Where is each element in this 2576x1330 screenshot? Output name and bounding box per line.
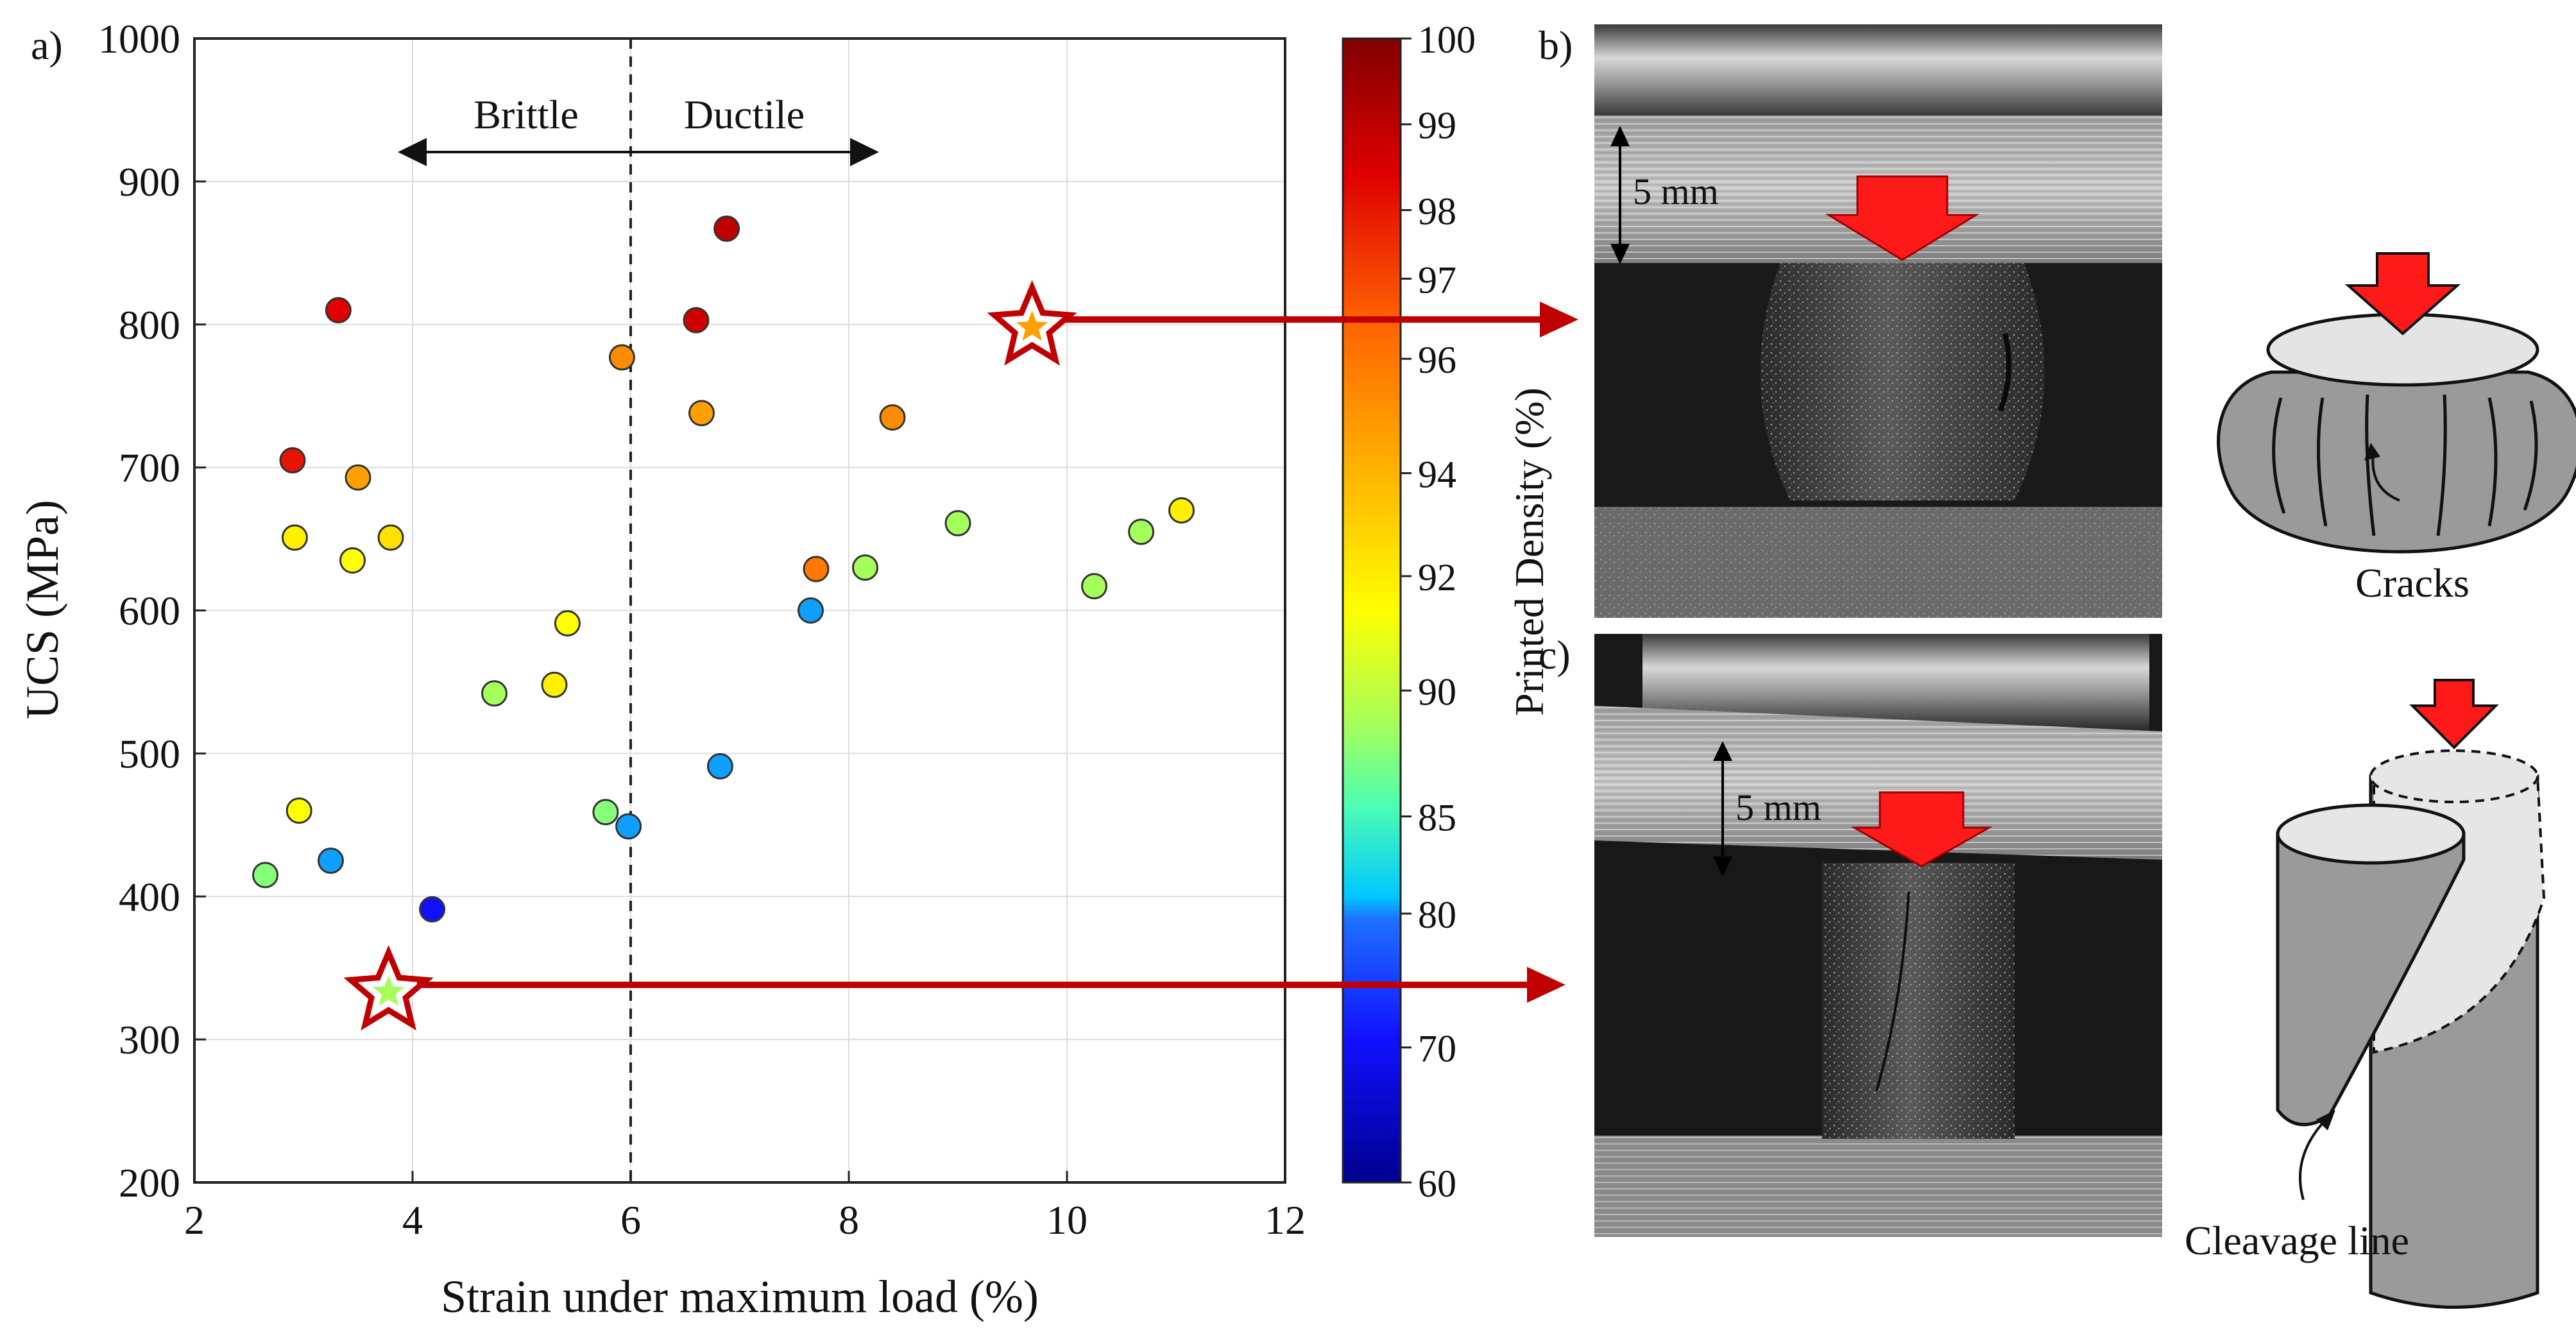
colorbar-tick-label: 97 (1418, 259, 1456, 301)
panel-label-c: c) (1539, 632, 1571, 678)
schematic-arrow-b (2344, 252, 2461, 336)
y-tick-label: 800 (119, 302, 180, 348)
data-point (279, 447, 306, 473)
barrel-body (2217, 370, 2576, 554)
x-tick-label: 10 (1046, 1197, 1088, 1243)
data-point (1081, 573, 1107, 600)
data-point (798, 597, 824, 624)
data-point (879, 404, 906, 431)
colorbar-tick-label: 100 (1418, 19, 1476, 61)
highlight-star-core (1016, 311, 1048, 341)
panel-label-a: a) (31, 22, 63, 68)
scale-label-c: 5 mm (1736, 787, 1821, 828)
data-point (339, 547, 366, 574)
x-tick-label: 8 (839, 1197, 859, 1243)
x-tick-label: 6 (620, 1197, 641, 1243)
colorbar-tick-label: 85 (1418, 796, 1456, 839)
highlighted-points (343, 280, 1077, 1031)
colorbar: 60 70 80 85 90 92 94 96 97 98 99 100 Printed Densit… (1342, 19, 1552, 1205)
data-point (541, 671, 568, 698)
colorbar-tick-label: 96 (1418, 339, 1456, 381)
data-points (252, 215, 1195, 923)
link-arrow-b (1065, 302, 1578, 337)
data-point (554, 610, 581, 637)
y-axis-ticks: 200 300 400 500 600 700 800 900 1000 (98, 16, 206, 1206)
highlight-star-core (372, 975, 405, 1006)
data-point (318, 848, 344, 874)
data-point (325, 296, 352, 323)
data-point (377, 524, 404, 551)
colorbar-label: Printed Density (%) (1506, 388, 1552, 716)
data-point (592, 799, 619, 826)
colorbar-tick-label: 99 (1418, 105, 1456, 147)
data-point (706, 753, 733, 780)
grid-lines (194, 38, 1285, 1182)
data-point (608, 344, 635, 371)
colorbar-tick-label: 90 (1418, 670, 1456, 713)
data-point (1128, 518, 1155, 545)
colorbar-tick-label: 92 (1418, 556, 1456, 599)
schematic-arrow-c (2409, 679, 2499, 749)
data-point (481, 680, 508, 707)
data-point (252, 862, 278, 889)
cleavage-label: Cleavage line (2185, 1218, 2409, 1263)
data-point (852, 554, 878, 581)
colorbar-gradient (1342, 37, 1402, 1184)
data-point (688, 400, 715, 427)
cleavage-crack (1875, 891, 1910, 1091)
y-tick-label: 200 (119, 1160, 180, 1206)
y-axis-label: UCS (MPa) (17, 500, 68, 719)
y-tick-label: 600 (119, 588, 180, 634)
panel-label-b: b) (1539, 22, 1573, 68)
colorbar-tick-label: 70 (1418, 1028, 1456, 1070)
link-arrow-c (417, 967, 1565, 1003)
photo-c: 5 mm c) (1539, 632, 2162, 1237)
y-tick-label: 1000 (98, 16, 180, 62)
x-axis-ticks: 2 4 6 8 10 12 (184, 1171, 1306, 1243)
data-point (683, 307, 710, 334)
y-tick-label: 900 (119, 159, 180, 205)
ductile-label: Ductile (684, 92, 805, 137)
cracks-label: Cracks (2355, 560, 2469, 606)
arrow-left-head (398, 138, 427, 166)
colorbar-ticks: 60 70 80 85 90 92 94 96 97 98 99 100 (1401, 19, 1476, 1205)
data-point (1168, 497, 1195, 524)
colorbar-tick-label: 94 (1418, 454, 1456, 496)
schematic-cleavage: Cleavage line (2185, 679, 2546, 1309)
data-point (803, 556, 830, 583)
load-arrow-b (1825, 175, 1980, 261)
y-tick-label: 400 (119, 874, 180, 919)
colorbar-tick-label: 60 (1418, 1163, 1456, 1205)
x-tick-label: 12 (1265, 1197, 1306, 1243)
cylinder-upper-left (2276, 832, 2466, 1127)
data-point (615, 813, 642, 840)
x-axis-label: Strain under maximum load (%) (441, 1271, 1039, 1322)
schematic-barrel: Cracks (2217, 252, 2576, 606)
photo-b: 5 mm b) (1539, 22, 2162, 618)
colorbar-tick-label: 80 (1418, 894, 1456, 936)
crack-line (1998, 333, 2012, 412)
y-tick-label: 500 (119, 731, 180, 776)
y-tick-label: 300 (119, 1017, 180, 1062)
load-arrow-c (1850, 791, 1993, 867)
data-point (944, 510, 971, 537)
data-point (345, 464, 371, 491)
arrow-right-head (850, 138, 879, 166)
press-head-b (1594, 24, 2162, 121)
brittle-ductile-arrow (398, 138, 879, 166)
data-point (419, 896, 446, 923)
scale-label-b: 5 mm (1633, 171, 1719, 212)
x-tick-label: 4 (402, 1197, 423, 1243)
y-tick-label: 700 (119, 445, 180, 491)
x-tick-label: 2 (184, 1197, 205, 1243)
data-point (286, 797, 312, 824)
scatter-chart: Brittle Ductile 2 4 6 8 10 12 200 300 400 500 600… (17, 16, 1552, 1322)
data-point (281, 524, 308, 551)
colorbar-tick-label: 98 (1418, 190, 1456, 232)
data-point (713, 215, 740, 242)
brittle-label: Brittle (473, 92, 579, 137)
